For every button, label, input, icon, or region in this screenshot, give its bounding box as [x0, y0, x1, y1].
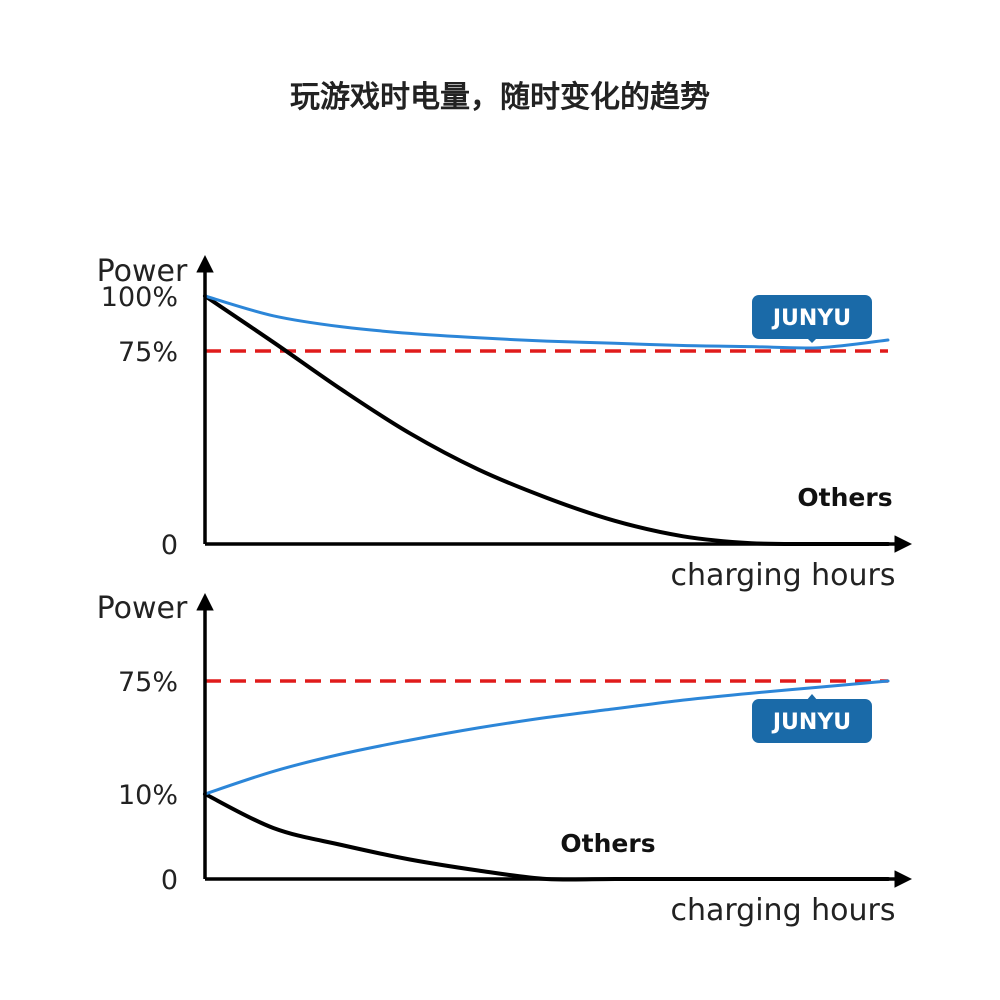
series-label-others: Others	[560, 829, 655, 858]
chart-panel-2: 0 10% 75% Power charging hours JUNYU Others	[97, 591, 912, 928]
series-badge-junyu: JUNYU	[752, 295, 872, 343]
x-axis-title: charging hours	[670, 893, 895, 928]
badge-background	[752, 295, 872, 339]
series-line-others	[203, 792, 890, 882]
y-tick-label: 75%	[118, 667, 178, 698]
y-tick-label: 100%	[101, 282, 178, 313]
series-badge-junyu: JUNYU	[752, 694, 872, 743]
badge-background	[752, 699, 872, 743]
y-axis-title: Power	[97, 591, 188, 626]
x-axis-title: charging hours	[670, 558, 895, 593]
series-label-others: Others	[797, 483, 892, 512]
y-axis-title: Power	[97, 254, 188, 289]
series-label-junyu: JUNYU	[771, 710, 851, 735]
page-title: 玩游戏时电量，随时变化的趋势	[290, 80, 710, 115]
y-tick-label: 10%	[118, 780, 178, 811]
y-tick-label: 75%	[118, 337, 178, 368]
y-tick-label: 0	[161, 530, 178, 561]
chart-panel-1: 0 75% 100%Power charging hours JUNYU Others	[97, 254, 912, 593]
series-label-junyu: JUNYU	[771, 306, 851, 331]
y-tick-label: 0	[161, 865, 178, 896]
series-line-junyu	[203, 294, 890, 350]
series-line-junyu	[203, 679, 890, 796]
